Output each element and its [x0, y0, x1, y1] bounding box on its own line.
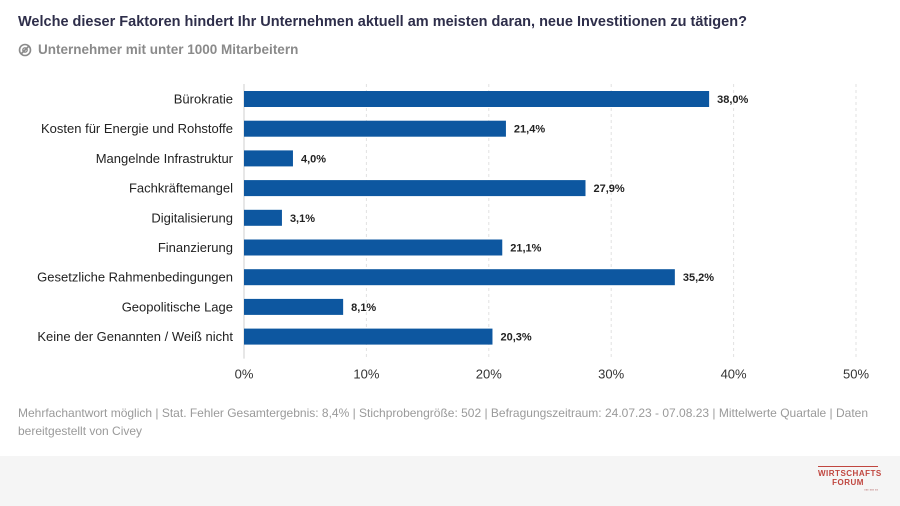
category-label: Bürokratie	[174, 92, 233, 107]
x-tick-label: 20%	[476, 367, 502, 382]
bar	[244, 269, 675, 286]
category-label: Keine der Genannten / Weiß nicht	[37, 329, 233, 344]
bar	[244, 298, 344, 315]
category-label: Mangelnde Infrastruktur	[96, 151, 234, 166]
target-icon	[18, 43, 32, 57]
category-label: Digitalisierung	[151, 210, 233, 225]
footer: WIRTSCHAFTS FORUM ▪▪▪ ▪▪▪ ▪▪	[0, 456, 900, 506]
value-label: 21,1%	[510, 243, 541, 255]
category-label: Gesetzliche Rahmenbedingungen	[37, 270, 233, 285]
bar	[244, 239, 503, 256]
subtitle-text: Unternehmer mit unter 1000 Mitarbeitern	[38, 42, 299, 57]
category-label: Geopolitische Lage	[122, 299, 233, 314]
bar	[244, 91, 710, 107]
bar-chart: 0% 10% 20% 30% 40% 50% Bürokratie 38,0% Kosten f…	[37, 84, 869, 382]
bar	[244, 120, 506, 137]
wirtschaftsforum-logo: WIRTSCHAFTS FORUM ▪▪▪ ▪▪▪ ▪▪	[818, 466, 881, 493]
x-tick-label: 30%	[598, 367, 624, 382]
value-label: 3,1%	[290, 213, 315, 225]
value-label: 4,0%	[301, 153, 326, 165]
footnote: Mehrfachantwort möglich | Stat. Fehler G…	[18, 406, 869, 438]
category-label: Finanzierung	[158, 240, 233, 255]
value-label: 21,4%	[514, 124, 545, 136]
x-tick-label: 0%	[235, 367, 254, 382]
value-label: 27,9%	[593, 183, 624, 195]
bar	[244, 180, 586, 197]
value-label: 8,1%	[351, 302, 376, 314]
category-label: Fachkräftemangel	[129, 181, 233, 196]
x-tick-label: 50%	[843, 367, 869, 382]
bar	[244, 328, 493, 345]
value-label: 38,0%	[717, 94, 748, 106]
chart-subtitle: Unternehmer mit unter 1000 Mitarbeitern	[18, 42, 298, 57]
chart-title: Welche dieser Faktoren hindert Ihr Unter…	[18, 14, 747, 30]
category-label: Kosten für Energie und Rohstoffe	[41, 121, 233, 136]
bar	[244, 150, 293, 167]
value-label: 20,3%	[500, 332, 531, 344]
bar	[244, 209, 282, 226]
x-tick-label: 10%	[353, 367, 379, 382]
x-tick-label: 40%	[721, 367, 747, 382]
value-label: 35,2%	[683, 272, 714, 284]
